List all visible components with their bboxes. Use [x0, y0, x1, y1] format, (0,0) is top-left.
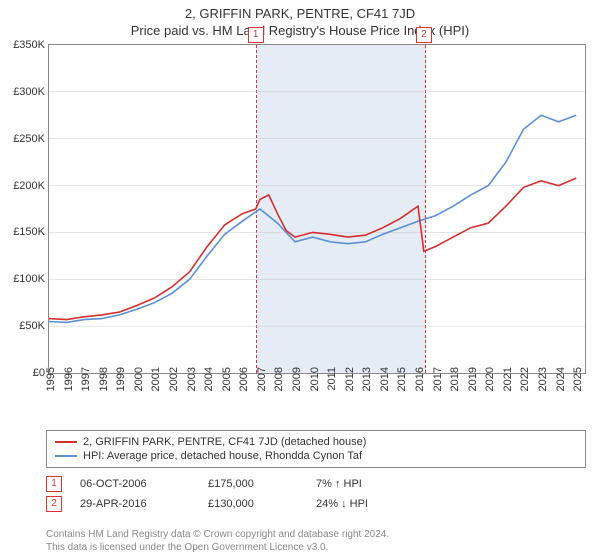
transaction-entries: 1 06-OCT-2006 £175,000 7% ↑ HPI 2 29-APR… [46, 474, 586, 514]
x-tick-label: 2004 [203, 367, 215, 391]
entry-delta: 7% ↑ HPI [316, 478, 362, 490]
x-tick-label: 1995 [45, 367, 57, 391]
entry-price: £130,000 [208, 498, 298, 510]
y-tick-label: £0 [1, 367, 45, 379]
x-tick-label: 2005 [221, 367, 233, 391]
x-tick-label: 2001 [150, 367, 162, 391]
chart-plot-area: £0£50K£100K£150K£200K£250K£300K£350K1995… [48, 44, 586, 374]
x-tick-label: 2020 [484, 367, 496, 391]
legend-label: HPI: Average price, detached house, Rhon… [83, 450, 362, 462]
footer-line: This data is licensed under the Open Gov… [46, 541, 586, 554]
entry-price: £175,000 [208, 478, 298, 490]
x-tick-label: 2008 [273, 367, 285, 391]
x-tick-label: 2016 [414, 367, 426, 391]
chart-marker: 2 [416, 27, 432, 43]
legend-swatch [55, 455, 77, 457]
x-tick-label: 2009 [291, 367, 303, 391]
x-tick-label: 2002 [168, 367, 180, 391]
y-tick-label: £350K [1, 39, 45, 51]
legend-item: HPI: Average price, detached house, Rhon… [55, 449, 577, 463]
legend: 2, GRIFFIN PARK, PENTRE, CF41 7JD (detac… [46, 430, 586, 468]
x-tick-label: 2025 [572, 367, 584, 391]
entry-date: 06-OCT-2006 [80, 478, 190, 490]
x-tick-label: 2003 [186, 367, 198, 391]
x-tick-label: 2018 [449, 367, 461, 391]
x-tick-label: 2013 [361, 367, 373, 391]
y-tick-label: £250K [1, 133, 45, 145]
y-tick-label: £300K [1, 86, 45, 98]
x-tick-label: 1996 [63, 367, 75, 391]
entry-marker-icon: 1 [46, 476, 62, 492]
x-tick-label: 1998 [98, 367, 110, 391]
x-tick-label: 2024 [555, 367, 567, 391]
y-tick-label: £150K [1, 226, 45, 238]
chart-marker: 1 [248, 27, 264, 43]
x-tick-label: 1997 [80, 367, 92, 391]
x-tick-label: 2014 [379, 367, 391, 391]
x-tick-label: 2022 [519, 367, 531, 391]
x-tick-label: 2021 [502, 367, 514, 391]
legend-swatch [55, 441, 77, 443]
y-tick-label: £50K [1, 320, 45, 332]
chart-title: 2, GRIFFIN PARK, PENTRE, CF41 7JD [0, 0, 600, 21]
x-tick-label: 2015 [396, 367, 408, 391]
series-hpi [49, 115, 576, 322]
entry-date: 29-APR-2016 [80, 498, 190, 510]
x-tick-label: 2007 [256, 367, 268, 391]
footer-attribution: Contains HM Land Registry data © Crown c… [46, 528, 586, 554]
x-tick-label: 2017 [432, 367, 444, 391]
y-tick-label: £100K [1, 273, 45, 285]
x-tick-label: 2019 [467, 367, 479, 391]
x-tick-label: 2010 [309, 367, 321, 391]
entry-delta: 24% ↓ HPI [316, 498, 368, 510]
y-tick-label: £200K [1, 180, 45, 192]
x-tick-label: 2011 [326, 367, 338, 391]
x-tick-label: 2012 [344, 367, 356, 391]
x-tick-label: 2023 [537, 367, 549, 391]
legend-label: 2, GRIFFIN PARK, PENTRE, CF41 7JD (detac… [83, 436, 366, 448]
footer-line: Contains HM Land Registry data © Crown c… [46, 528, 586, 541]
chart-svg [49, 45, 585, 373]
entry-marker-icon: 2 [46, 496, 62, 512]
series-property [49, 178, 576, 320]
transaction-row: 2 29-APR-2016 £130,000 24% ↓ HPI [46, 494, 586, 514]
x-tick-label: 1999 [115, 367, 127, 391]
legend-item: 2, GRIFFIN PARK, PENTRE, CF41 7JD (detac… [55, 435, 577, 449]
transaction-row: 1 06-OCT-2006 £175,000 7% ↑ HPI [46, 474, 586, 494]
x-tick-label: 2006 [238, 367, 250, 391]
x-tick-label: 2000 [133, 367, 145, 391]
chart-subtitle: Price paid vs. HM Land Registry's House … [0, 21, 600, 44]
